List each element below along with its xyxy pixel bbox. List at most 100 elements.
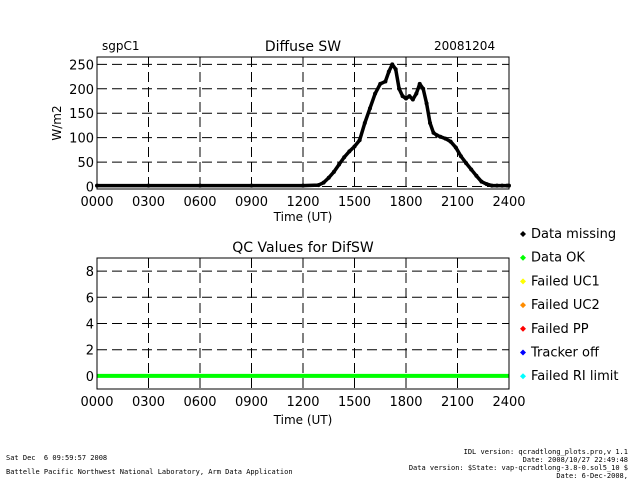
y-tick-label: 4 — [86, 318, 94, 333]
data-point — [301, 183, 305, 188]
legend-marker-icon — [520, 254, 526, 261]
top-gridlines — [97, 57, 509, 189]
top-y-tick-labels: 0 50 100 150 200 250 — [69, 58, 94, 195]
bottom-gridlines — [97, 258, 509, 389]
data-point — [458, 154, 463, 159]
data-point — [373, 91, 378, 96]
bottom-plot-frame — [96, 257, 510, 390]
data-point — [383, 79, 388, 84]
data-point — [424, 101, 429, 106]
y-tick-label: 150 — [69, 107, 94, 122]
y-tick-label: 0 — [86, 181, 94, 196]
data-point — [414, 91, 419, 96]
chart-title: Diffuse SW — [265, 39, 341, 55]
legend-marker-icon — [520, 373, 526, 380]
x-tick-label: 1800 — [389, 395, 422, 410]
data-point — [249, 183, 254, 188]
data-point — [146, 183, 151, 188]
top-y-axis-label: W/m2 — [50, 105, 64, 140]
data-point — [453, 145, 458, 150]
data-point — [404, 96, 408, 101]
data-point — [421, 86, 426, 91]
footer-data-version: Data version: $State: vap-qcradtlong-3.8… — [408, 464, 628, 472]
data-point — [494, 183, 499, 188]
bottom-x-tick-labels: 0000 0300 0600 0900 1200 1500 1800 2100 2400 — [80, 395, 525, 410]
data-point — [326, 175, 331, 180]
data-point — [198, 183, 202, 188]
x-tick-label: 0300 — [132, 395, 165, 410]
legend-marker-icon — [520, 278, 526, 285]
x-tick-label: 1500 — [338, 395, 371, 410]
data-point — [438, 134, 443, 139]
x-tick-label: 0900 — [235, 395, 268, 410]
x-tick-label: 1200 — [286, 195, 319, 210]
data-point — [316, 183, 321, 188]
x-tick-label: 2400 — [492, 395, 525, 410]
x-tick-label: 1200 — [286, 395, 319, 410]
y-tick-label: 6 — [86, 291, 94, 306]
legend-marker-icon — [520, 231, 526, 237]
data-point — [397, 86, 402, 91]
x-tick-label: 0600 — [183, 395, 216, 410]
data-point — [393, 67, 398, 72]
x-tick-label: 1800 — [389, 195, 422, 210]
data-point — [410, 97, 415, 102]
x-tick-label: 2100 — [441, 395, 474, 410]
y-tick-label: 8 — [86, 265, 94, 280]
legend-marker-icon — [520, 325, 526, 332]
data-point — [357, 138, 362, 143]
top-x-tick-labels: 0000 0300 0600 0900 1200 1500 1800 2100 2400 — [80, 195, 525, 210]
data-point — [484, 182, 489, 187]
y-tick-label: 100 — [69, 132, 94, 147]
x-tick-label: 0000 — [80, 395, 113, 410]
data-point — [443, 136, 448, 141]
data-point — [479, 179, 484, 184]
bottom-x-axis-label: Time (UT) — [273, 413, 333, 427]
data-point — [378, 81, 383, 86]
x-tick-label: 2400 — [492, 195, 525, 210]
top-data-points — [95, 62, 511, 188]
legend-label: Tracker off — [530, 346, 600, 361]
y-tick-label: 200 — [69, 83, 94, 98]
footer-idl-version: IDL version: qcradtlong_plots.pro,v 1.1 — [463, 448, 628, 456]
data-point — [489, 183, 494, 188]
data-point — [448, 139, 453, 144]
legend-marker-icon — [520, 302, 526, 309]
x-tick-label: 0600 — [183, 195, 216, 210]
footer-datetime: Sat Dec 6 09:59:57 2008 — [6, 454, 108, 462]
y-tick-label: 50 — [77, 156, 94, 171]
data-point — [321, 180, 326, 185]
data-point — [464, 161, 469, 166]
qc-panel: QC Values for DifSW 0 2 4 6 8 0000 0300 0600 09… — [80, 240, 525, 427]
x-tick-label: 1500 — [338, 195, 371, 210]
data-point — [434, 133, 439, 138]
site-label: sgpC1 — [102, 39, 140, 53]
legend-label: Failed RI limit — [531, 369, 618, 384]
data-point — [367, 106, 372, 111]
data-point — [400, 94, 405, 99]
footer-institution: Battelle Pacific Northwest National Labo… — [6, 468, 293, 476]
legend: Data missing Data OK Failed UC1 Failed UC2 F… — [520, 227, 618, 384]
bottom-y-tick-labels: 0 2 4 6 8 — [86, 265, 94, 385]
data-point — [342, 155, 347, 160]
legend-marker-icon — [520, 349, 526, 356]
legend-label: Data OK — [531, 251, 585, 266]
diffuse-sw-panel: sgpC1 Diffuse SW 20081204 0 50 100 150 200 25… — [50, 39, 526, 224]
legend-label: Failed PP — [531, 322, 589, 337]
data-point — [417, 81, 422, 86]
data-point — [407, 94, 412, 99]
data-point — [337, 162, 342, 167]
data-point — [390, 62, 395, 67]
qc-chart-title: QC Values for DifSW — [232, 240, 374, 256]
top-x-axis-label: Time (UT) — [273, 210, 333, 224]
y-tick-label: 250 — [69, 58, 94, 73]
data-point — [474, 173, 479, 178]
data-point — [362, 121, 367, 125]
data-point — [352, 144, 357, 149]
data-point — [431, 130, 436, 135]
x-tick-label: 0300 — [132, 195, 165, 210]
x-tick-label: 0000 — [80, 195, 113, 210]
data-point — [386, 69, 391, 74]
data-point — [347, 149, 352, 154]
x-tick-label: 0900 — [235, 195, 268, 210]
